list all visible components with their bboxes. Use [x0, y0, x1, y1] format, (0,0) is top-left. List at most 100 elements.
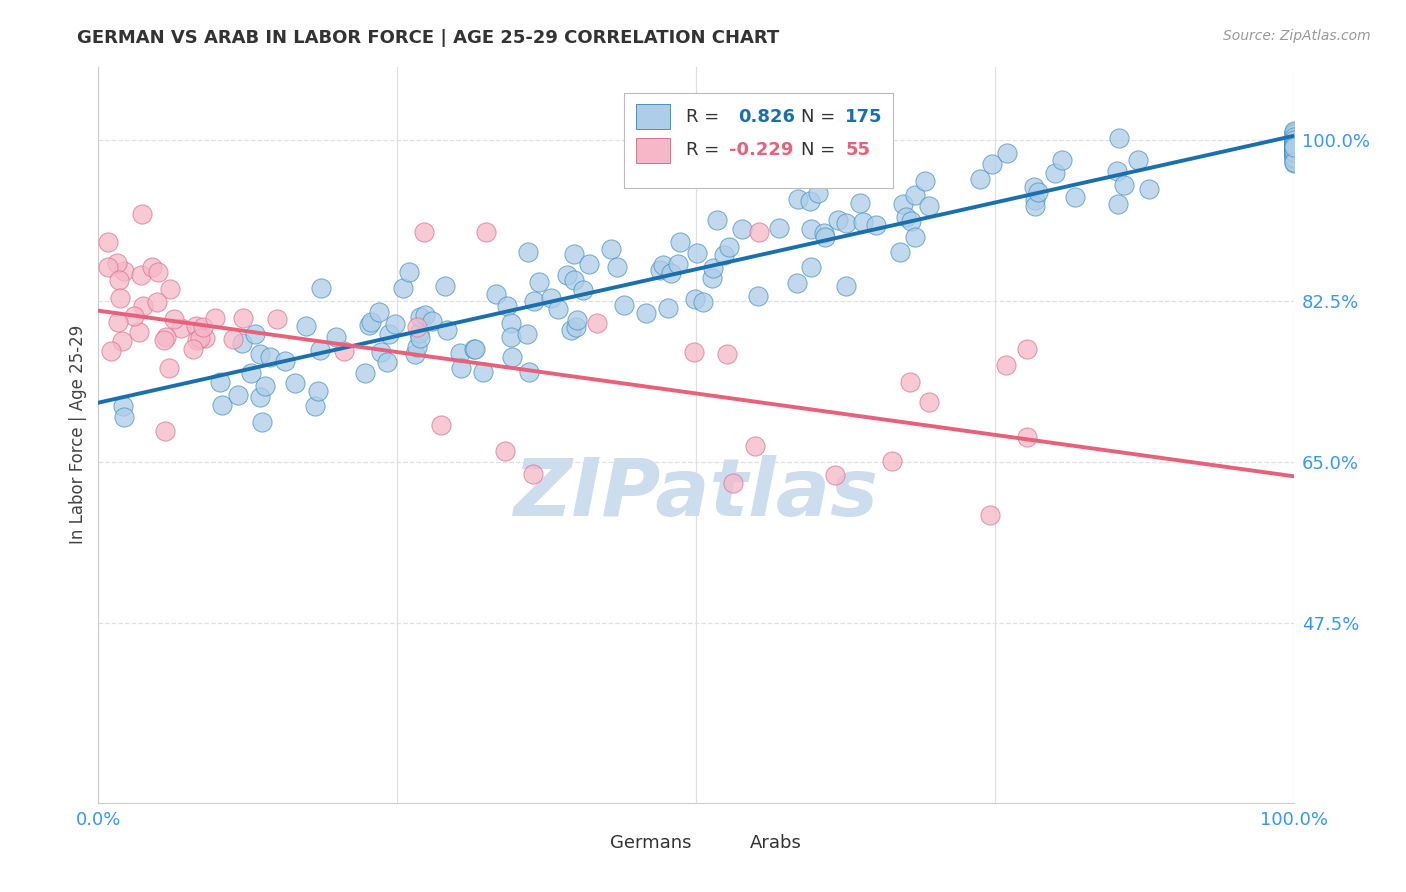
Point: [634, 306, 657, 320]
Point: [1282, 147, 1305, 161]
Point: [519, 365, 541, 379]
Point: [969, 172, 991, 186]
Point: [1282, 139, 1305, 153]
Point: [107, 315, 129, 329]
Point: [683, 345, 706, 359]
Point: [560, 323, 582, 337]
Point: [231, 335, 253, 350]
Point: [1282, 154, 1305, 169]
Point: [162, 311, 184, 326]
Point: [834, 279, 856, 293]
Point: [547, 302, 569, 317]
Point: [450, 360, 472, 375]
Text: Arabs: Arabs: [749, 834, 801, 852]
Point: [495, 299, 517, 313]
Point: [232, 311, 254, 326]
Point: [1282, 145, 1305, 159]
Point: [304, 399, 326, 413]
FancyBboxPatch shape: [624, 93, 893, 188]
Point: [141, 260, 163, 274]
Point: [112, 399, 135, 413]
Point: [105, 256, 128, 270]
Point: [1282, 125, 1305, 139]
Y-axis label: In Labor Force | Age 25-29: In Labor Force | Age 25-29: [69, 326, 87, 544]
Point: [412, 226, 434, 240]
Point: [1282, 144, 1305, 158]
Point: [499, 330, 522, 344]
Point: [1024, 199, 1046, 213]
Point: [606, 260, 628, 274]
Point: [995, 358, 1018, 372]
Point: [360, 315, 382, 329]
Point: [1282, 138, 1305, 153]
Point: [1282, 143, 1305, 157]
Point: [1017, 342, 1039, 356]
Point: [834, 216, 856, 230]
Point: [391, 280, 413, 294]
Point: [1026, 186, 1049, 200]
Point: [131, 300, 153, 314]
Point: [429, 418, 451, 433]
Point: [578, 257, 600, 271]
Point: [668, 235, 690, 249]
Text: N =: N =: [801, 141, 841, 159]
Point: [786, 276, 808, 290]
Point: [193, 320, 215, 334]
Point: [1282, 141, 1305, 155]
Point: [565, 319, 588, 334]
Point: [434, 278, 457, 293]
Point: [1282, 126, 1305, 140]
Point: [254, 378, 277, 392]
Point: [186, 318, 208, 333]
Point: [409, 310, 432, 324]
Point: [226, 388, 249, 402]
Point: [222, 333, 245, 347]
Point: [1282, 141, 1305, 155]
Point: [540, 291, 562, 305]
Text: 0.826: 0.826: [738, 108, 794, 126]
Point: [243, 327, 266, 342]
Point: [527, 276, 550, 290]
Point: [1282, 135, 1305, 149]
Point: [474, 226, 496, 240]
Point: [666, 256, 689, 270]
Point: [422, 313, 444, 327]
Point: [148, 265, 170, 279]
Point: [1282, 133, 1305, 147]
Point: [1282, 140, 1305, 154]
Point: [702, 271, 724, 285]
Point: [1022, 180, 1045, 194]
Point: [354, 366, 377, 380]
Point: [1282, 137, 1305, 152]
Point: [1282, 146, 1305, 161]
Text: R =: R =: [686, 108, 725, 126]
Point: [648, 263, 671, 277]
Point: [409, 331, 432, 345]
Point: [523, 294, 546, 309]
Point: [97, 260, 120, 275]
Point: [1282, 131, 1305, 145]
Point: [813, 226, 835, 240]
Point: [1282, 151, 1305, 165]
Point: [1137, 182, 1160, 196]
Point: [155, 330, 177, 344]
Point: [718, 240, 741, 254]
Point: [898, 375, 921, 389]
Point: [1015, 430, 1038, 444]
Point: [800, 222, 823, 236]
Point: [181, 342, 204, 356]
Point: [918, 395, 941, 409]
Point: [249, 390, 271, 404]
Point: [914, 174, 936, 188]
Bar: [637, 104, 669, 129]
Point: [652, 258, 675, 272]
Point: [702, 260, 724, 275]
Point: [368, 305, 391, 319]
Point: [1282, 141, 1305, 155]
Point: [333, 343, 356, 358]
Point: [186, 334, 208, 348]
Point: [516, 245, 538, 260]
Point: [472, 365, 495, 379]
Point: [1282, 124, 1305, 138]
Point: [1282, 133, 1305, 147]
